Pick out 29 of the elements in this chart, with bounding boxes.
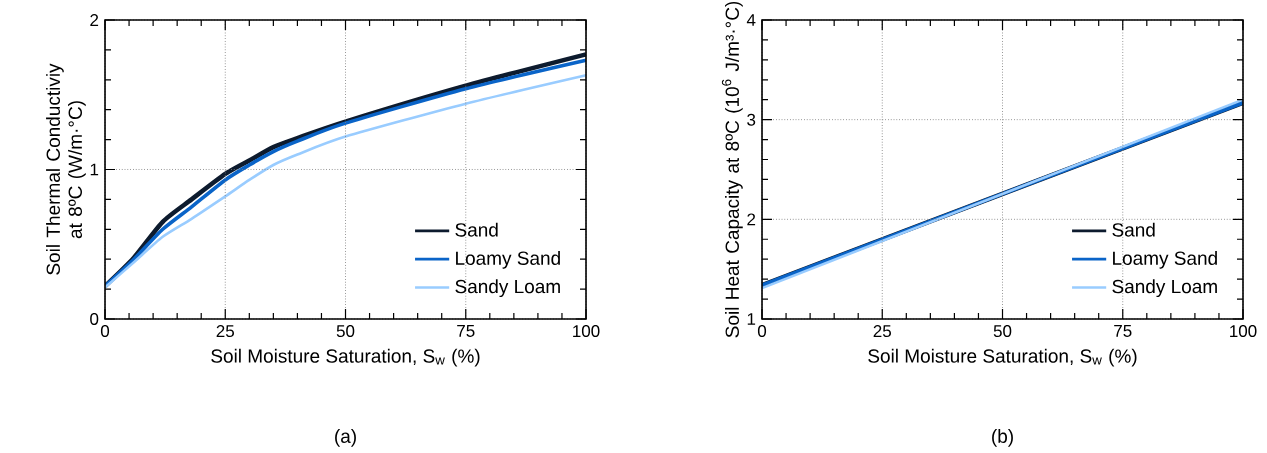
legend-label: Sandy Loam [1112, 279, 1217, 298]
y-tick-label: 2 [747, 213, 756, 226]
x-tick-label: 75 [457, 325, 475, 337]
y-tick-label: 4 [746, 14, 756, 26]
x-tick-label: 75 [1114, 325, 1132, 337]
x-axis-title: Soil Moisture Saturation, S$_{w}$ (%) [211, 348, 480, 367]
text: (a) [335, 429, 356, 447]
x-tick-label: 25 [216, 325, 235, 338]
y-tick-label: 1 [747, 313, 756, 325]
x-tick-label: 50 [993, 325, 1012, 338]
x-axis-title: Soil Moisture Saturation, S$_{w}$ (%) [868, 348, 1137, 367]
x-tick-label: 100 [573, 325, 600, 338]
x-tick-label: 25 [873, 325, 892, 338]
text: (b) [992, 429, 1013, 447]
x-tick-label: 0 [757, 325, 767, 338]
x-tick-label: 50 [336, 325, 355, 338]
legend-label: Sand [1112, 222, 1155, 237]
y-axis-title: Soil Heat Capacity at 8ºC (10$^{6}$ J/m³·°C) [721, 1, 743, 338]
y-tick-label: 0 [90, 312, 99, 325]
y-tick-label: 2 [90, 14, 99, 26]
legend-label: Loamy Sand [1113, 251, 1217, 269]
y-axis-title: Soil Thermal Conductiviy at 8ºC (W/m·°C) [46, 63, 86, 275]
legend-label: Sand [455, 222, 498, 237]
legend-label: Loamy Sand [456, 251, 560, 269]
y-tick-label: 3 [747, 113, 756, 126]
y-tick-label: 1 [90, 163, 99, 176]
x-tick-label: 100 [1230, 325, 1257, 338]
legend-label: Sandy Loam [455, 279, 560, 298]
x-tick-label: 0 [100, 325, 110, 338]
